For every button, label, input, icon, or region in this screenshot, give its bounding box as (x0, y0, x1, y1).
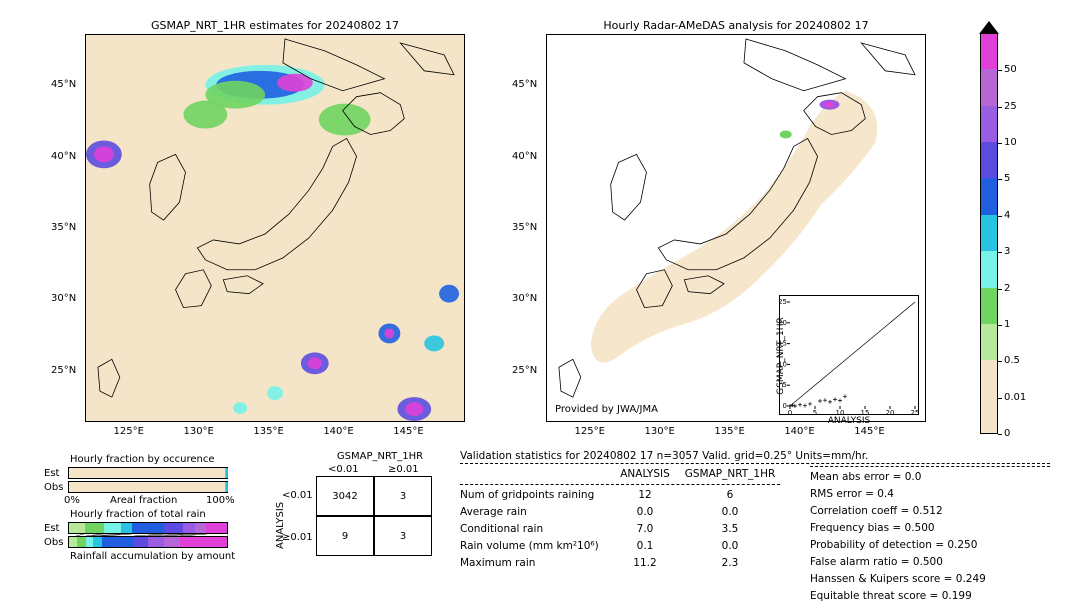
ct-row0: <0.01 (282, 490, 313, 501)
ct-11: 3 (374, 516, 432, 556)
svg-text:20: 20 (886, 409, 895, 416)
colorbar (980, 34, 998, 434)
est-rain-bar (68, 522, 228, 534)
ct-col0: <0.01 (328, 464, 359, 475)
scatter-svg: 0510152025 0510152025 (780, 296, 920, 416)
validation-stats: Mean abs error = 0.0RMS error = 0.4Corre… (810, 466, 1070, 605)
ct-col1: ≥0.01 (388, 464, 419, 475)
ct-title: GSMAP_NRT_1HR (320, 451, 440, 462)
gsmap-estimate-map: GSMAP_NRT_1HR estimates for 20240802 17 (85, 34, 465, 422)
ct-side: ANALYSIS (275, 502, 286, 549)
inset-xlabel: ANALYSIS (780, 416, 918, 426)
est-occurrence-bar (68, 467, 228, 479)
ct-row1: ≥0.01 (282, 532, 313, 543)
right-map-title: Hourly Radar-AMeDAS analysis for 2024080… (547, 19, 925, 32)
inset-ylabel: GSMAP_NRT_1HR (776, 306, 786, 406)
validation-header: Validation statistics for 20240802 17 n=… (460, 450, 1040, 464)
left-map-title: GSMAP_NRT_1HR estimates for 20240802 17 (86, 19, 464, 32)
left-map-svg (86, 35, 464, 421)
fraction-rain-title: Hourly fraction of total rain (70, 509, 206, 520)
svg-text:0: 0 (788, 409, 792, 416)
radar-amedas-map: Hourly Radar-AMeDAS analysis for 2024080… (546, 34, 926, 422)
est-label-1: Est (44, 468, 59, 479)
svg-text:25: 25 (780, 298, 787, 306)
colorbar-arrow (979, 21, 999, 34)
contingency-table: GSMAP_NRT_1HR <0.01 ≥0.01 <0.01 ≥0.01 AN… (272, 454, 432, 574)
attribution-text: Provided by JWA/JMA (555, 404, 658, 415)
rain-accum-caption: Rainfall accumulation by amount (70, 551, 235, 562)
svg-text:10: 10 (836, 409, 845, 416)
ct-00: 3042 (316, 476, 374, 516)
ct-10: 9 (316, 516, 374, 556)
est-label-2: Est (44, 523, 59, 534)
fraction-occurrence-title: Hourly fraction by occurence (70, 454, 214, 465)
validation-header-text: Validation statistics for 20240802 17 n=… (460, 450, 868, 462)
axis-100pct: 100% (206, 495, 235, 506)
validation-table: ANALYSISGSMAP_NRT_1HRNum of gridpoints r… (460, 466, 780, 572)
obs-rain-bar (68, 536, 228, 548)
obs-label-2: Obs (44, 537, 63, 548)
axis-0pct: 0% (64, 495, 80, 506)
svg-text:5: 5 (813, 409, 817, 416)
svg-text:25: 25 (911, 409, 920, 416)
areal-fraction-caption: Areal fraction (110, 495, 177, 506)
ct-01: 3 (374, 476, 432, 516)
bottom-area: Hourly fraction by occurence Est Obs 0% … (0, 454, 1080, 612)
svg-text:15: 15 (861, 409, 870, 416)
scatter-inset: 0510152025 0510152025 ANALYSIS GSMAP_NRT… (779, 295, 919, 415)
obs-occurrence-bar (68, 481, 228, 493)
obs-label-1: Obs (44, 482, 63, 493)
